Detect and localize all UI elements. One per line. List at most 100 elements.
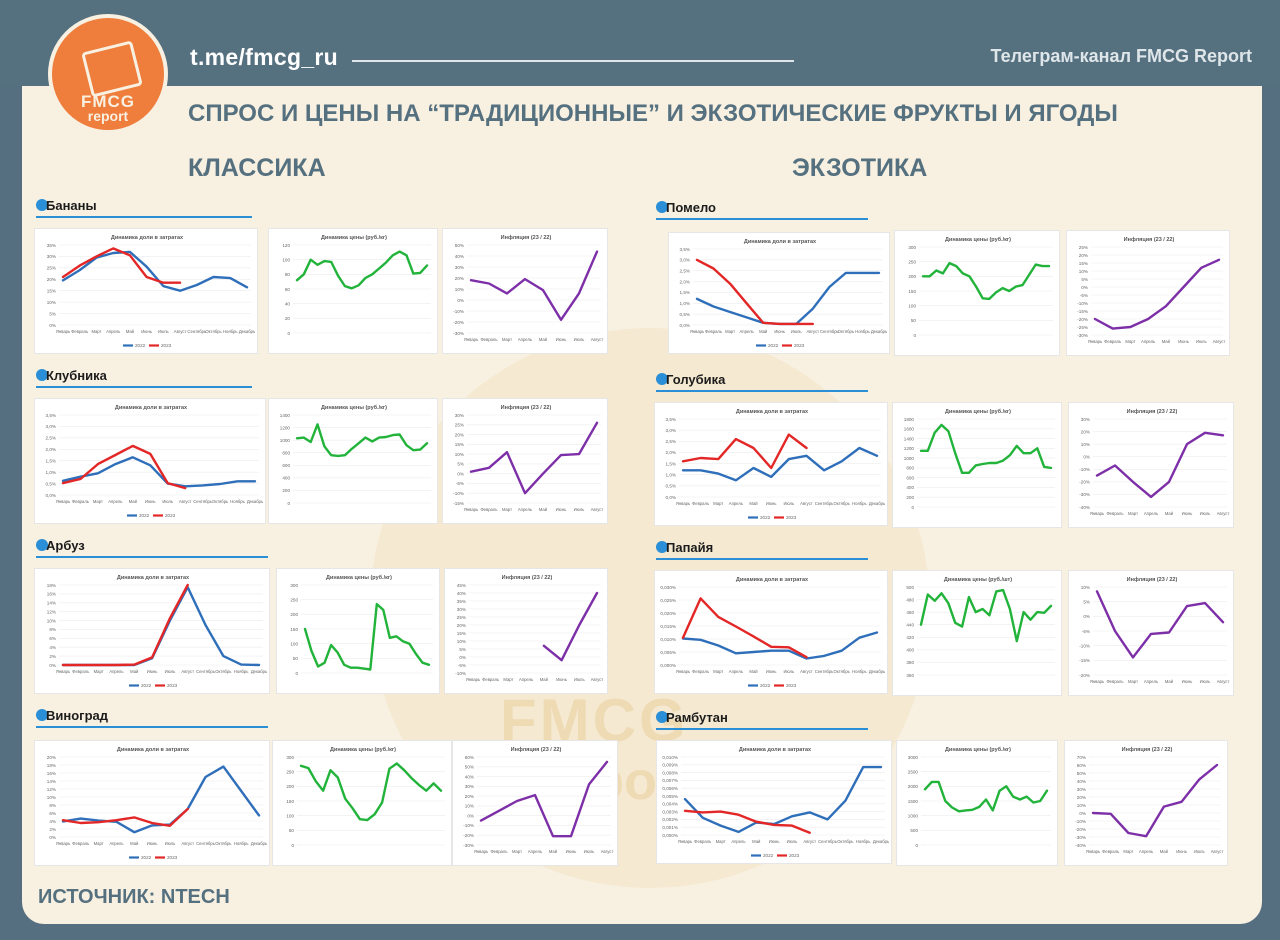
x-tick-label: Март <box>713 669 723 674</box>
x-tick-label: Июль <box>1200 511 1212 516</box>
group-title: Папайя <box>666 540 714 555</box>
y-tick-label: 3,0% <box>680 258 690 263</box>
chart-title: Инфляция (23 / 22) <box>1122 746 1173 753</box>
x-tick-label: Май <box>539 507 548 512</box>
x-tick-label: Февраль <box>72 841 90 846</box>
inflation-chart: Инфляция (23 / 22) -15% -10% -5% 0% 5% 10% 15% 2… <box>442 398 608 524</box>
x-tick-label: Июнь <box>556 337 567 342</box>
x-tick-label: Октябрь <box>837 839 854 844</box>
y-tick-label: 20% <box>47 755 56 760</box>
y-tick-label: 0,002% <box>662 817 678 822</box>
x-tick-label: Ноябрь <box>223 329 238 334</box>
legend-label-2023: 2023 <box>161 343 172 348</box>
y-tick-label: 1,0% <box>46 470 56 475</box>
x-tick-label: Июль <box>787 839 799 844</box>
y-tick-label: 1,0% <box>666 473 676 478</box>
bullet-icon <box>36 709 48 721</box>
x-tick-label: Февраль <box>72 499 90 504</box>
x-tick-label: Июль <box>1194 849 1206 854</box>
y-tick-label: 500 <box>906 585 914 590</box>
share-chart-svg: Динамика доли в затратах 0% 5% 10% 15% 20% 25%… <box>47 235 256 348</box>
chart-title: Инфляция (23 / 22) <box>1124 236 1175 243</box>
y-tick-label: 360 <box>906 673 914 678</box>
x-tick-label: Июнь <box>141 329 152 334</box>
y-tick-label: 1,5% <box>680 290 690 295</box>
y-tick-label: 100 <box>286 813 294 818</box>
y-tick-label: 45% <box>457 583 466 588</box>
series-line-2022 <box>695 271 881 326</box>
y-tick-label: 25% <box>1079 245 1088 250</box>
y-tick-label: 0,020% <box>660 611 676 616</box>
y-tick-label: 4% <box>49 819 56 824</box>
x-tick-label: Июль <box>165 669 177 674</box>
y-tick-label: 0% <box>1083 614 1090 619</box>
y-tick-label: -10% <box>453 309 464 314</box>
y-tick-label: -15% <box>453 501 464 506</box>
x-tick-label: Сентябрь <box>818 839 838 844</box>
x-tick-label: Февраль <box>1104 339 1122 344</box>
x-tick-label: Май <box>1165 679 1174 684</box>
x-tick-label: Ноябрь <box>852 501 867 506</box>
x-tick-label: Июнь <box>769 839 780 844</box>
x-tick-label: Август <box>1217 511 1230 516</box>
x-tick-label: Февраль <box>692 669 710 674</box>
x-tick-label: Апрель <box>518 337 533 342</box>
y-tick-label: -30% <box>1075 835 1086 840</box>
y-tick-label: 0% <box>457 298 464 303</box>
site-link[interactable]: t.me/fmcg_ru <box>190 44 339 70</box>
y-tick-label: 40 <box>285 301 291 306</box>
bullet-icon <box>656 711 668 723</box>
chart-title: Динамика цены (руб./кг) <box>321 234 387 241</box>
y-tick-label: 300 <box>290 583 298 588</box>
y-tick-label: 10% <box>1079 269 1088 274</box>
price-line <box>919 423 1053 474</box>
y-tick-label: -20% <box>1079 480 1090 485</box>
x-tick-label: Август <box>601 849 614 854</box>
y-tick-label: 120 <box>282 243 290 248</box>
chart-title: Динамика цены (руб./кг) <box>321 404 387 411</box>
x-tick-label: Февраль <box>705 329 723 334</box>
y-tick-label: 70% <box>1077 755 1086 760</box>
group-title: Арбуз <box>46 538 85 553</box>
x-tick-label: Январь <box>464 507 479 512</box>
y-tick-label: -5% <box>1080 293 1088 298</box>
inflation-chart-svg: Инфляция (23 / 22) -30% -20% -10% 0% 10% 20% 30… <box>463 746 614 854</box>
price-line <box>295 250 429 290</box>
group-underline <box>656 390 868 392</box>
price-chart-svg: Динамика цены (руб./кг) 0 50 100 150 200 250 30… <box>286 746 445 848</box>
inflation-line <box>1095 431 1225 499</box>
header-divider <box>352 60 794 62</box>
x-tick-label: Март <box>1128 511 1138 516</box>
legend-label-2022: 2022 <box>141 683 152 688</box>
y-tick-label: -20% <box>1079 673 1090 678</box>
x-tick-label: Май <box>549 849 558 854</box>
y-tick-label: 16% <box>47 771 56 776</box>
inflation-chart-svg: Инфляция (23 / 22) -40% -30% -20% -10% 0% 10% 2… <box>1075 746 1223 854</box>
chart-title: Инфляция (23 / 22) <box>511 746 562 753</box>
y-tick-label: 1,5% <box>666 461 676 466</box>
y-tick-label: 20% <box>1077 795 1086 800</box>
y-tick-label: 1,0% <box>680 301 690 306</box>
chart-title: Инфляция (23 / 22) <box>501 234 552 241</box>
y-tick-label: 200 <box>906 495 914 500</box>
y-tick-label: -10% <box>463 823 474 828</box>
inflation-line <box>1095 590 1225 659</box>
x-tick-label: Май <box>749 501 758 506</box>
y-tick-label: 150 <box>290 627 298 632</box>
legend-label-2022: 2022 <box>141 855 152 860</box>
x-tick-label: Март <box>503 677 513 682</box>
legend-label-2022: 2022 <box>763 853 774 858</box>
y-tick-label: 15% <box>455 442 464 447</box>
y-tick-label: 2,0% <box>46 447 56 452</box>
x-tick-label: Март <box>502 507 512 512</box>
y-tick-label: 5% <box>49 311 56 316</box>
x-tick-label: Октябрь <box>212 499 229 504</box>
y-tick-label: 100 <box>290 641 298 646</box>
bullet-icon <box>656 541 668 553</box>
price-line <box>299 762 443 822</box>
y-tick-label: 0,015% <box>660 624 676 629</box>
y-tick-label: 10% <box>47 300 56 305</box>
price-chart: Динамика цены (руб./кг) 0 500 1000 1500 2000 2… <box>896 740 1058 866</box>
fmcg-report-logo[interactable]: FMCG report <box>48 14 168 134</box>
y-tick-label: 14% <box>47 601 56 606</box>
